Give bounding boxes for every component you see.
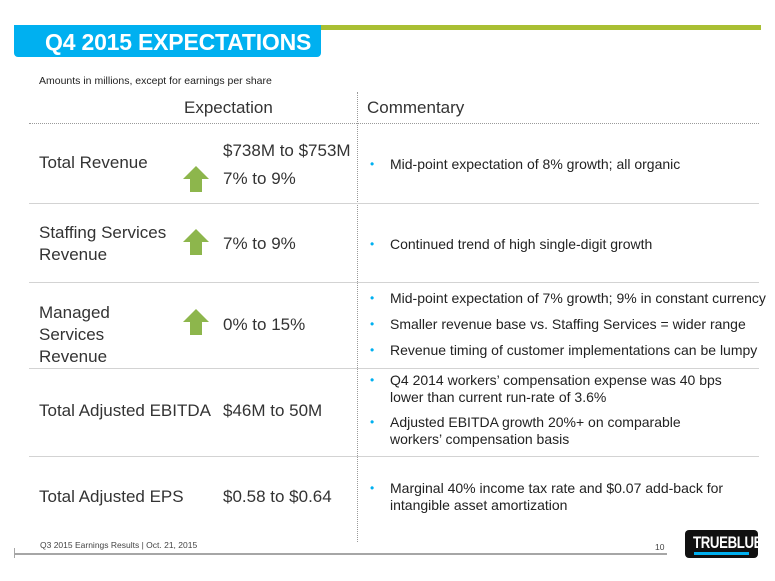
page-title: Q4 2015 EXPECTATIONS [45, 29, 312, 55]
up-arrow-icon [183, 309, 209, 335]
accent-line [321, 25, 761, 30]
up-arrow-icon [183, 166, 209, 192]
commentary-list: • Continued trend of high single-digit gr… [370, 236, 652, 253]
bullet-icon: • [370, 481, 375, 495]
expectation-value: $46M to 50M [223, 401, 323, 420]
footer-line [14, 553, 667, 555]
commentary-item: • Marginal 40% income tax rate and $0.07 … [370, 480, 724, 513]
expectation-value: 0% to 15% [223, 315, 306, 334]
amounts-note: Amounts in millions, except for earnings… [39, 75, 272, 87]
bullet-icon: • [370, 373, 375, 387]
header-divider [29, 123, 759, 124]
commentary-list: • Mid-point expectation of 8% growth; all… [370, 156, 680, 173]
bullet-icon: • [370, 237, 375, 251]
bullet-icon: • [370, 291, 375, 305]
row-label: Staffing Services Revenue [39, 223, 167, 264]
commentary-item: • Mid-point expectation of 7% growth; 9% … [370, 290, 766, 306]
row-divider [29, 282, 759, 283]
bullet-icon: • [370, 157, 375, 171]
commentary-item: • Smaller revenue base vs. Staffing Servi… [370, 316, 746, 332]
row-label: Total Adjusted EPS [39, 487, 184, 506]
logo-underline [694, 552, 749, 555]
commentary-list: • Q4 2014 workers’ compensation expense w… [370, 372, 730, 448]
row-divider [29, 456, 759, 457]
row-label: Managed Services Revenue [39, 303, 110, 366]
expectation-value: $738M to $753M [223, 141, 351, 160]
commentary-item: • Mid-point expectation of 8% growth; all… [370, 156, 681, 172]
footer-text: Q3 2015 Earnings Results | Oct. 21, 2015 [40, 540, 198, 550]
commentary-list: • Marginal 40% income tax rate and $0.07 … [370, 480, 730, 514]
row-label: Total Adjusted EBITDA [39, 401, 211, 420]
commentary-item: • Adjusted EBITDA growth 20%+ on comparab… [370, 414, 681, 447]
expectation-value: 7% to 9% [223, 169, 296, 188]
column-header-expectation: Expectation [184, 98, 273, 117]
logo-text: TRUEBLUE [693, 533, 763, 552]
row-divider [29, 368, 759, 369]
commentary-list: • Mid-point expectation of 7% growth; 9% … [370, 290, 766, 359]
expectation-value: 7% to 9% [223, 234, 296, 253]
column-divider [357, 92, 358, 542]
page-number: 10 [655, 542, 665, 552]
commentary-item: • Continued trend of high single-digit gr… [370, 236, 653, 252]
title-banner [14, 25, 321, 57]
bullet-icon: • [370, 343, 375, 357]
bullet-icon: • [370, 317, 375, 331]
expectation-value: $0.58 to $0.64 [223, 487, 332, 506]
commentary-item: • Revenue timing of customer implementati… [370, 342, 758, 358]
column-header-commentary: Commentary [367, 98, 465, 117]
row-divider [29, 203, 759, 204]
row-label: Total Revenue [39, 153, 148, 172]
commentary-item: • Q4 2014 workers’ compensation expense w… [370, 372, 722, 405]
bullet-icon: • [370, 415, 375, 429]
up-arrow-icon [183, 229, 209, 255]
trueblue-logo: TRUEBLUE [685, 530, 763, 558]
